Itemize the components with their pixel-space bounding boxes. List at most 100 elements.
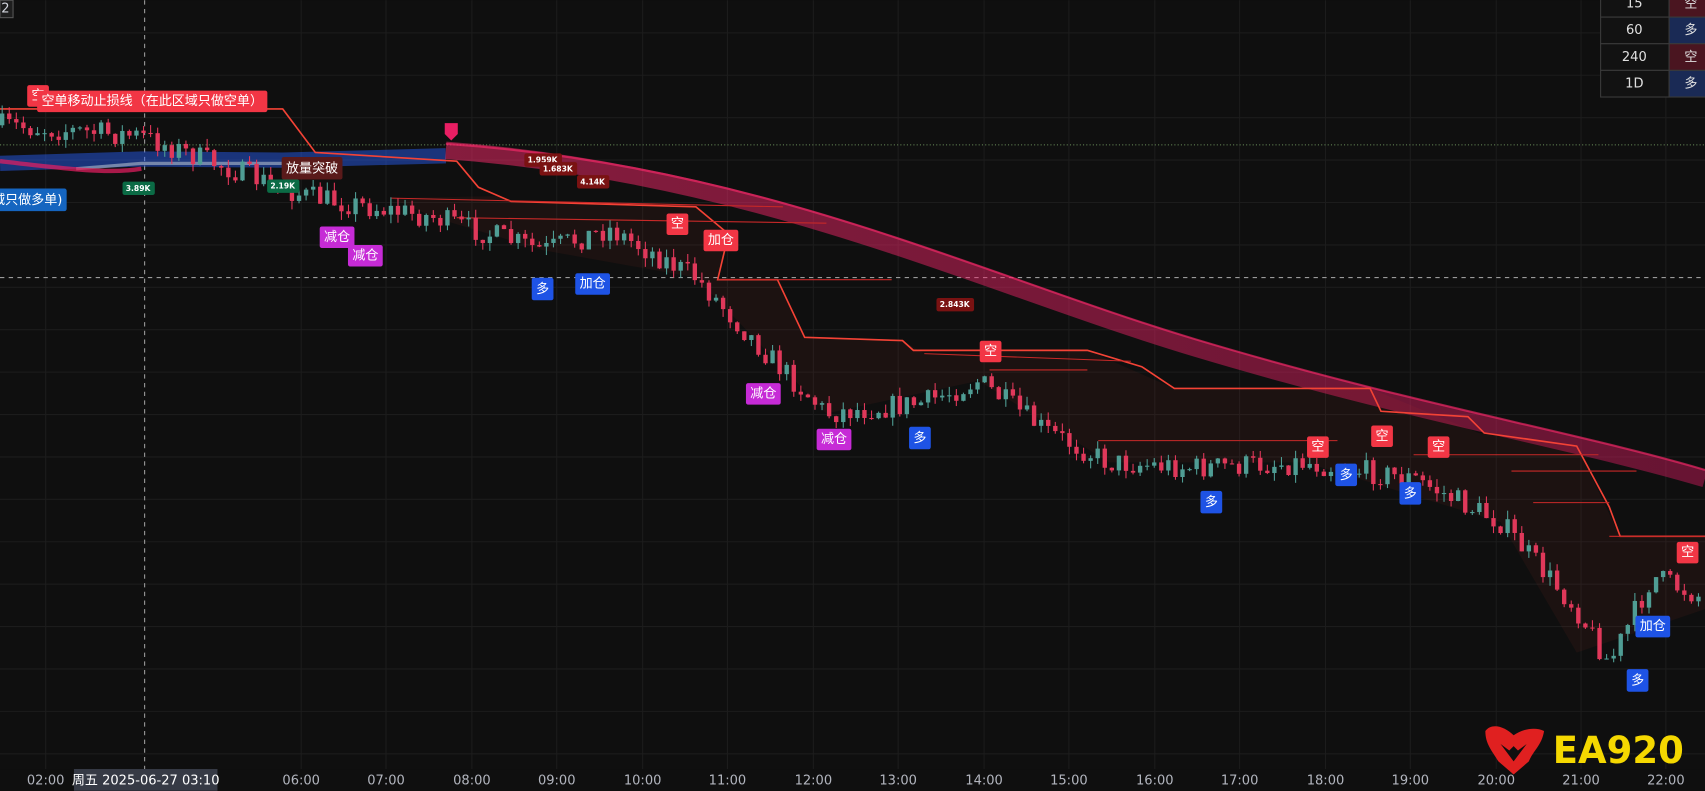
candle-body bbox=[1392, 467, 1397, 475]
candle-body bbox=[699, 280, 705, 283]
reduce-signal: 减仓 bbox=[324, 230, 350, 245]
candle-body bbox=[749, 335, 754, 341]
candle-body bbox=[1526, 545, 1532, 552]
candle-body bbox=[14, 119, 19, 123]
candle-body bbox=[1060, 431, 1065, 434]
table-cell bbox=[1600, 69, 1670, 98]
candle-body bbox=[1533, 545, 1539, 553]
candle-body bbox=[1448, 493, 1454, 501]
candles bbox=[0, 105, 1701, 663]
candle-body bbox=[1215, 458, 1221, 464]
candle-body bbox=[360, 198, 365, 204]
candle-body bbox=[1088, 458, 1093, 461]
candle-body bbox=[657, 251, 662, 269]
candle-body bbox=[1053, 425, 1058, 432]
label-background bbox=[1200, 490, 1223, 514]
candle-body bbox=[247, 161, 252, 164]
volume-tag: 2.19K bbox=[270, 182, 296, 191]
candle-body bbox=[395, 205, 401, 215]
candle-body bbox=[805, 394, 811, 398]
volume-tag: 2.843K bbox=[940, 300, 971, 309]
candle-body bbox=[1123, 455, 1129, 471]
candle-body bbox=[940, 395, 945, 398]
direction-label: 多 bbox=[1684, 75, 1697, 91]
candle-body bbox=[120, 130, 125, 144]
candle-body bbox=[1632, 600, 1638, 626]
candle-body bbox=[770, 350, 775, 364]
candle-body bbox=[1597, 627, 1602, 660]
time-label: 02:00 bbox=[27, 773, 65, 788]
candle-body bbox=[1660, 571, 1666, 578]
label-background bbox=[666, 213, 689, 236]
candle-body bbox=[28, 128, 33, 136]
label-background bbox=[816, 428, 852, 451]
candle-body bbox=[445, 210, 450, 226]
candle-body bbox=[77, 127, 83, 129]
candle-body bbox=[63, 132, 68, 140]
candle-body bbox=[1159, 462, 1164, 471]
candle-body bbox=[459, 216, 464, 220]
candle-body bbox=[438, 217, 443, 226]
timeframe-label: 60 bbox=[1626, 23, 1643, 38]
label-background bbox=[979, 340, 1002, 363]
label-background bbox=[745, 383, 781, 405]
candle-body bbox=[671, 257, 676, 271]
candle-body bbox=[1222, 458, 1228, 464]
candle-body bbox=[961, 394, 966, 401]
candle-body bbox=[473, 217, 478, 240]
time-label: 06:00 bbox=[282, 773, 320, 788]
candle-body bbox=[954, 395, 959, 401]
candle-body bbox=[204, 147, 210, 151]
label-background bbox=[539, 162, 578, 176]
short-signal: 空 bbox=[1311, 440, 1324, 455]
candle-body bbox=[1505, 519, 1510, 534]
candle-body bbox=[812, 397, 818, 405]
time-label: 14:00 bbox=[965, 773, 1003, 788]
candle-body bbox=[70, 127, 76, 133]
candle-body bbox=[1258, 457, 1263, 471]
candle-body bbox=[756, 335, 761, 355]
timeframe-label: 1D bbox=[1625, 76, 1643, 91]
candle-body bbox=[155, 133, 160, 151]
candle-body bbox=[1357, 473, 1362, 475]
candle-body bbox=[1371, 460, 1376, 485]
candle-body bbox=[303, 189, 309, 196]
candle-body bbox=[98, 122, 104, 134]
candle-body bbox=[876, 412, 881, 419]
candle-body bbox=[381, 210, 387, 215]
short-band-edge bbox=[445, 142, 1705, 472]
candle-body bbox=[452, 210, 457, 217]
candle-body bbox=[947, 395, 952, 397]
candle-body bbox=[1265, 470, 1270, 474]
candle-body bbox=[996, 387, 1001, 400]
candle-body bbox=[918, 402, 924, 406]
candle-body bbox=[318, 186, 323, 204]
label-background bbox=[1335, 463, 1358, 487]
candle-body bbox=[784, 364, 789, 375]
candle-body bbox=[219, 166, 224, 168]
candle-body bbox=[834, 416, 839, 423]
table-cell bbox=[1668, 16, 1705, 45]
candle-body bbox=[1180, 469, 1185, 478]
candle-body bbox=[855, 410, 860, 419]
label-background bbox=[531, 277, 554, 301]
candle-body bbox=[339, 205, 344, 212]
label-background bbox=[122, 181, 155, 196]
candle-body bbox=[176, 143, 182, 158]
candle-body bbox=[798, 391, 804, 395]
candle-body bbox=[1251, 456, 1256, 458]
candle-body bbox=[1173, 460, 1178, 478]
candle-body bbox=[1625, 625, 1630, 634]
marker bbox=[444, 123, 458, 141]
candle-body bbox=[932, 390, 938, 398]
candle-body bbox=[572, 234, 577, 244]
candle-body bbox=[636, 241, 641, 250]
volume-tag: 4.14K bbox=[580, 177, 606, 186]
label-background bbox=[1626, 669, 1649, 692]
candle-body bbox=[523, 233, 528, 239]
candle-body bbox=[1427, 480, 1433, 487]
candle-body bbox=[134, 130, 139, 136]
time-label: 08:00 bbox=[453, 773, 491, 788]
